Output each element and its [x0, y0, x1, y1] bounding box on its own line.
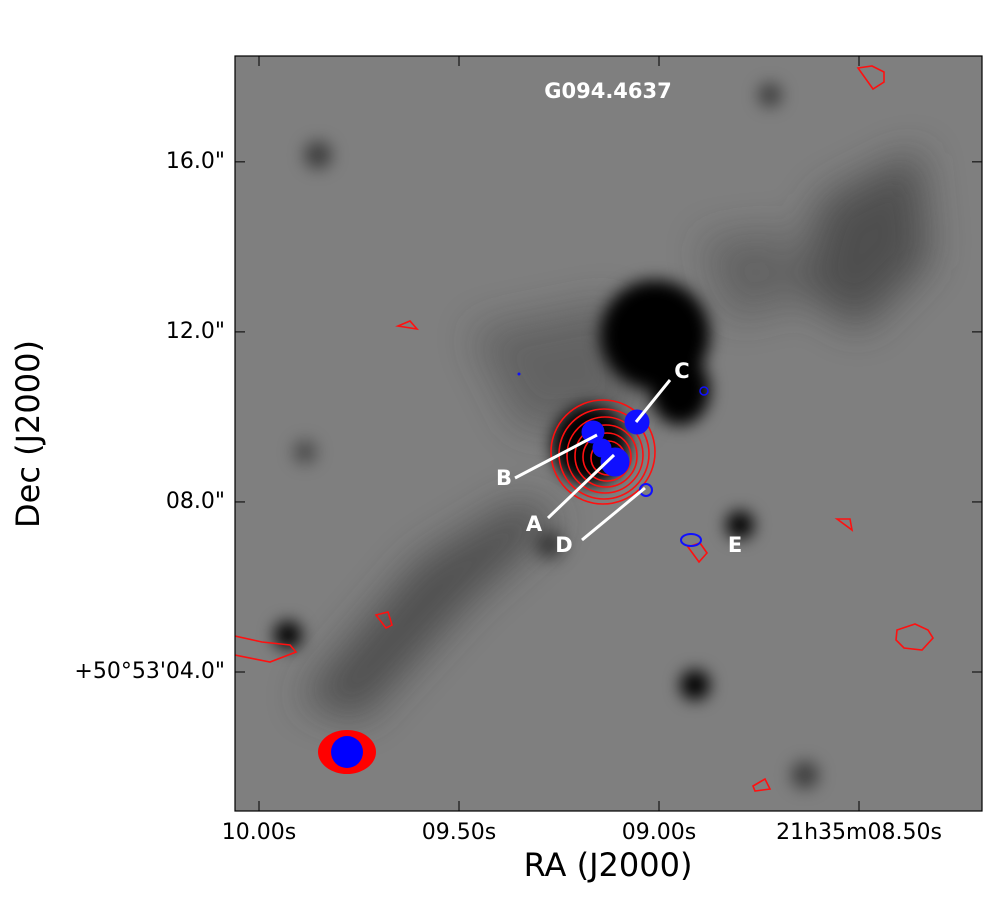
image [235, 56, 982, 811]
chart-title: G094.4637 [544, 79, 672, 103]
plot-frame [234, 55, 983, 812]
annotation: A [526, 512, 543, 536]
annotation: D [555, 533, 572, 557]
y-tick-label: 12.0" [166, 319, 225, 344]
annotation: E [728, 533, 742, 557]
y-tick-label: 08.0" [166, 489, 225, 514]
x-tick-label: 09.50s [422, 820, 496, 845]
annotation: C [674, 359, 689, 383]
y-tick-label: 16.0" [166, 149, 225, 174]
annotation: B [496, 466, 512, 490]
y-axis-label: Dec (J2000) [9, 340, 47, 528]
x-tick-label: 09.00s [622, 820, 696, 845]
x-tick-label: 21h35m08.50s [776, 820, 942, 845]
y-tick-label: +50°53'04.0" [74, 659, 225, 684]
x-axis-label: RA (J2000) [524, 846, 693, 884]
x-tick-label: 10.00s [222, 820, 296, 845]
